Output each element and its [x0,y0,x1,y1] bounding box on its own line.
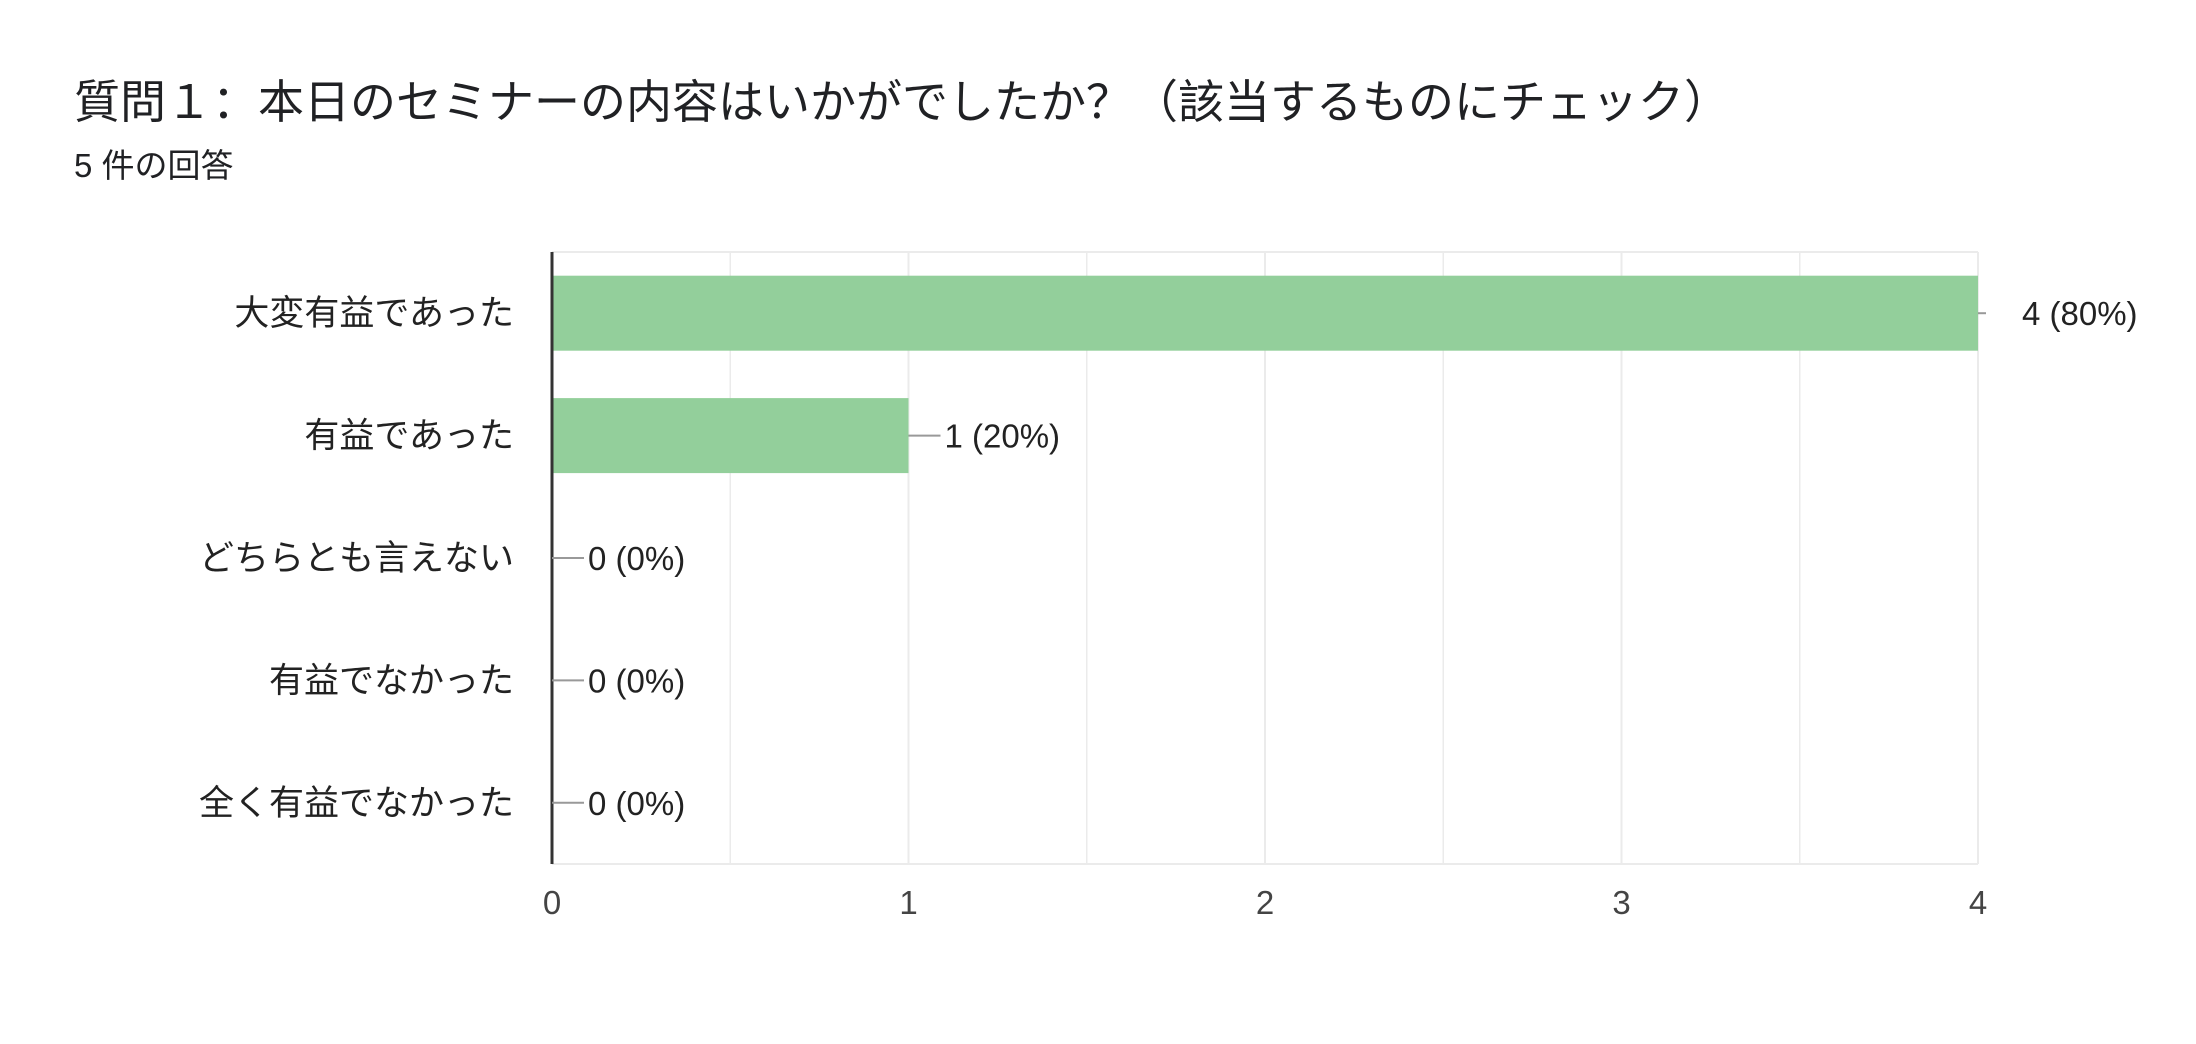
response-count: 5 件の回答 [74,147,234,184]
category-label: 全く有益でなかった [199,784,514,823]
bar [552,398,909,474]
bars [552,275,1978,474]
category-label: 有益であった [304,417,514,456]
value-label: 0 (0%) [588,785,685,822]
value-label: 1 (20%) [945,418,1061,455]
x-tick-label: 2 [1256,884,1274,921]
category-label: 有益でなかった [269,661,514,700]
category-label: どちらとも言えない [199,539,514,578]
x-tick-label: 0 [543,884,561,921]
value-label: 4 (80%) [2022,295,2138,332]
x-tick-label: 1 [899,884,917,921]
category-label: 大変有益であった [234,294,514,333]
gridlines [552,251,1979,865]
question-title: 質問１：本日のセミナーの内容はいかがでしたか？（該当するものにチェック） [74,76,1730,128]
x-tick-label: 3 [1612,884,1630,921]
x-tick-label: 4 [1969,884,1987,921]
bar [552,275,1978,351]
labels: 0 1 2 3 4 大変有益であった 4 (80%) 有益であった 1 (20%) どちらとも言え… [199,294,2138,921]
value-label: 0 (0%) [588,540,685,577]
chart-header: 質問１：本日のセミナーの内容はいかがでしたか？（該当するものにチェック） 5 件… [74,72,1730,186]
value-label: 0 (0%) [588,662,685,699]
